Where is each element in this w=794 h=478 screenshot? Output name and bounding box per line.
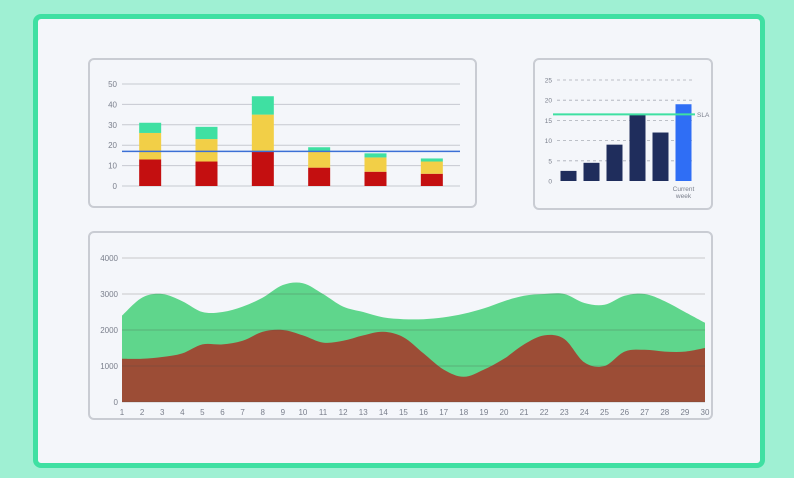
y-tick-label: 3000 <box>100 290 118 299</box>
bar-segment <box>420 158 443 162</box>
weekly-bar-chart-card: 0 5 10 15 20 25 SLA Current week <box>533 58 713 210</box>
x-tick-label: 9 <box>281 408 286 417</box>
bar-segment <box>195 126 218 140</box>
x-tick-label: 12 <box>339 408 348 417</box>
x-tick-label: 29 <box>680 408 689 417</box>
bar <box>606 144 623 181</box>
x-tick-label: 5 <box>200 408 205 417</box>
x-tick-label: 7 <box>240 408 245 417</box>
x-tick-label: 28 <box>660 408 669 417</box>
x-tick-label: 23 <box>560 408 569 417</box>
x-tick-label: 3 <box>160 408 165 417</box>
x-tick-label: 26 <box>620 408 629 417</box>
stacked-bar-chart: 0 10 20 30 40 50 <box>108 80 460 191</box>
x-tick-label: 27 <box>640 408 649 417</box>
x-tick-label: 17 <box>439 408 448 417</box>
bar-segment <box>420 173 443 186</box>
x-tick-label: 24 <box>580 408 589 417</box>
y-tick-label: 40 <box>108 100 117 109</box>
x-tick-label: 2 <box>140 408 145 417</box>
y-tick-label: 20 <box>545 98 553 105</box>
x-tick-label: 6 <box>220 408 225 417</box>
y-tick-label: 15 <box>545 118 553 125</box>
x-tick-label: 16 <box>419 408 428 417</box>
x-tick-label: 21 <box>520 408 529 417</box>
x-tick-label: 10 <box>298 408 307 417</box>
bar-segment <box>251 96 274 115</box>
y-tick-label: 10 <box>545 138 553 145</box>
x-tick-label: 13 <box>359 408 368 417</box>
bar-segment <box>139 159 162 186</box>
x-tick-label: 1 <box>120 408 125 417</box>
bar-segment <box>364 153 387 158</box>
bar-current-week <box>675 104 692 181</box>
bar <box>652 132 669 181</box>
y-tick-label: 1000 <box>100 362 118 371</box>
y-tick-label: 20 <box>108 141 117 150</box>
bar-segment <box>420 161 443 174</box>
x-tick-label: 4 <box>180 408 185 417</box>
y-tick-label: 4000 <box>100 254 118 263</box>
x-tick-label: 30 <box>701 408 710 417</box>
bar-segment <box>308 147 331 152</box>
x-tick-label: 15 <box>399 408 408 417</box>
sla-label: SLA <box>697 112 710 119</box>
y-tick-label: 5 <box>548 158 552 165</box>
y-tick-label: 0 <box>114 398 119 407</box>
bar-segment <box>251 114 274 152</box>
bar-segment <box>139 132 162 160</box>
area-series-lower <box>122 329 705 402</box>
x-tick-label: 25 <box>600 408 609 417</box>
bar <box>583 162 600 181</box>
y-tick-label: 0 <box>113 182 118 191</box>
bar <box>629 114 646 181</box>
bar-segment <box>195 161 218 186</box>
bar-segment <box>139 122 162 133</box>
y-tick-label: 25 <box>545 78 553 85</box>
x-tick-label: 11 <box>319 408 328 417</box>
x-tick-label: 19 <box>479 408 488 417</box>
y-tick-label: 50 <box>108 80 117 89</box>
bar <box>560 170 577 181</box>
bar-segment <box>251 151 274 186</box>
y-tick-label: 30 <box>108 121 117 130</box>
bar-segment <box>308 151 331 168</box>
x-tick-label: 8 <box>260 408 265 417</box>
bar-segment <box>308 167 331 186</box>
x-tick-label: 18 <box>459 408 468 417</box>
x-tick-label: 14 <box>379 408 388 417</box>
bar-segment <box>364 171 387 186</box>
y-tick-label: 2000 <box>100 326 118 335</box>
bar-segment <box>195 139 218 162</box>
y-tick-label: 0 <box>548 179 552 186</box>
current-week-label: week <box>675 193 692 200</box>
area-chart-card: 0 1000 2000 3000 4000 1 2 3 4 5 6 7 8 9 10 11 12 13 14 15 16… <box>88 231 713 420</box>
y-tick-label: 10 <box>108 162 117 171</box>
current-week-label: Current <box>673 186 695 193</box>
x-tick-label: 22 <box>540 408 549 417</box>
stacked-bar-chart-card: 0 10 20 30 40 50 <box>88 58 477 208</box>
bar-segment <box>364 157 387 172</box>
x-tick-label: 20 <box>500 408 509 417</box>
